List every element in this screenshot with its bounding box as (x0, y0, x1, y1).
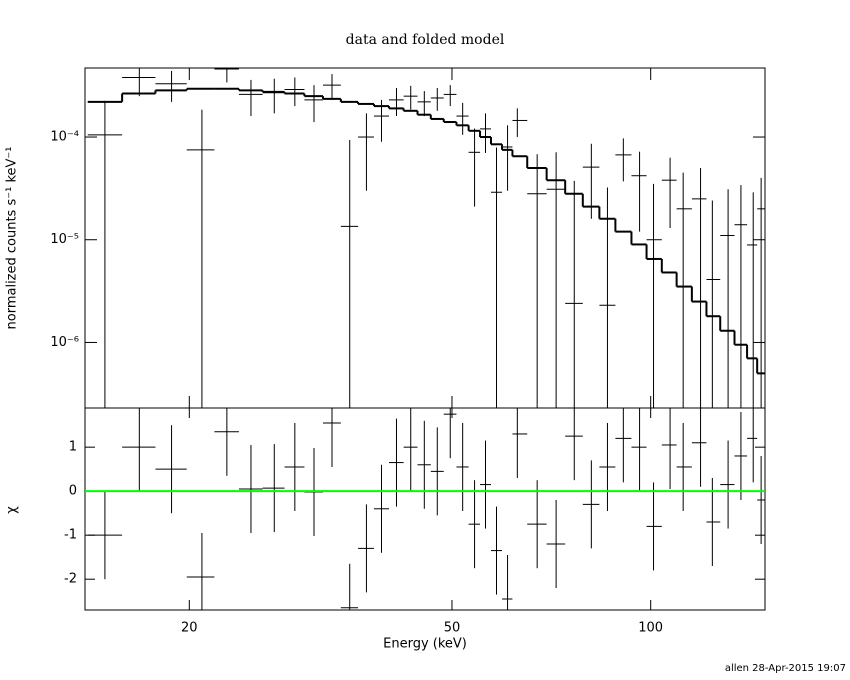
x-tick-label: 100 (638, 621, 663, 636)
x-tick-label: 50 (444, 621, 461, 636)
top-frame (84, 67, 766, 409)
y-axis-label: normalized counts s⁻¹ keV⁻¹ (5, 147, 20, 330)
footer: allen 28-Apr-2015 19:07 (725, 663, 846, 674)
bottom-frame (84, 407, 766, 611)
y-axis-label: χ (5, 506, 20, 514)
bottom-panel (87, 408, 765, 610)
y-tick-label: 10⁻⁵ (50, 232, 79, 247)
y-tick-label: -2 (64, 572, 77, 587)
x-axis-label: Energy (keV) (383, 637, 467, 652)
y-tick-label: 10⁻⁴ (50, 130, 79, 145)
y-tick-label: -1 (64, 528, 77, 543)
y-tick-label: 1 (69, 440, 77, 455)
y-tick-label: 0 (69, 484, 77, 499)
x-tick-label: 20 (181, 621, 198, 636)
y-tick-label: 10⁻⁶ (50, 335, 79, 350)
chart-title: data and folded model (346, 32, 505, 48)
top-panel (87, 68, 765, 408)
